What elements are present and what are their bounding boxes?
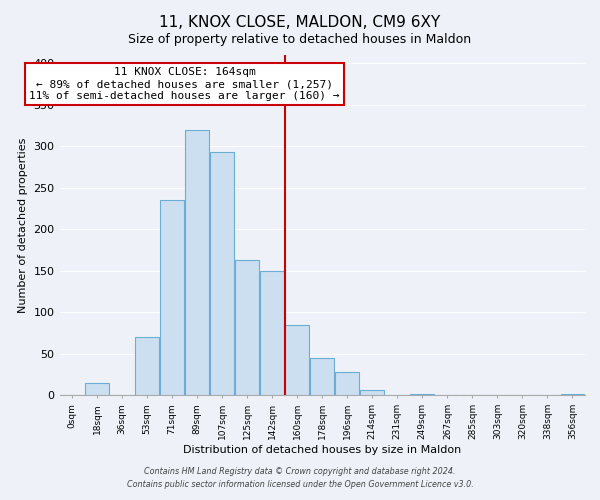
Bar [310,358,334,396]
Bar [85,383,109,396]
Bar [361,390,384,396]
Bar [560,394,584,396]
Bar [286,325,309,396]
Y-axis label: Number of detached properties: Number of detached properties [18,138,28,313]
Text: 11, KNOX CLOSE, MALDON, CM9 6XY: 11, KNOX CLOSE, MALDON, CM9 6XY [160,15,440,30]
Bar [235,260,259,396]
Text: 11 KNOX CLOSE: 164sqm
← 89% of detached houses are smaller (1,257)
11% of semi-d: 11 KNOX CLOSE: 164sqm ← 89% of detached … [29,68,340,100]
X-axis label: Distribution of detached houses by size in Maldon: Distribution of detached houses by size … [183,445,461,455]
Bar [260,271,284,396]
Text: Contains HM Land Registry data © Crown copyright and database right 2024.
Contai: Contains HM Land Registry data © Crown c… [127,468,473,489]
Bar [160,200,184,396]
Bar [210,152,234,396]
Bar [185,130,209,396]
Bar [335,372,359,396]
Bar [410,394,434,396]
Bar [135,338,159,396]
Text: Size of property relative to detached houses in Maldon: Size of property relative to detached ho… [128,32,472,46]
